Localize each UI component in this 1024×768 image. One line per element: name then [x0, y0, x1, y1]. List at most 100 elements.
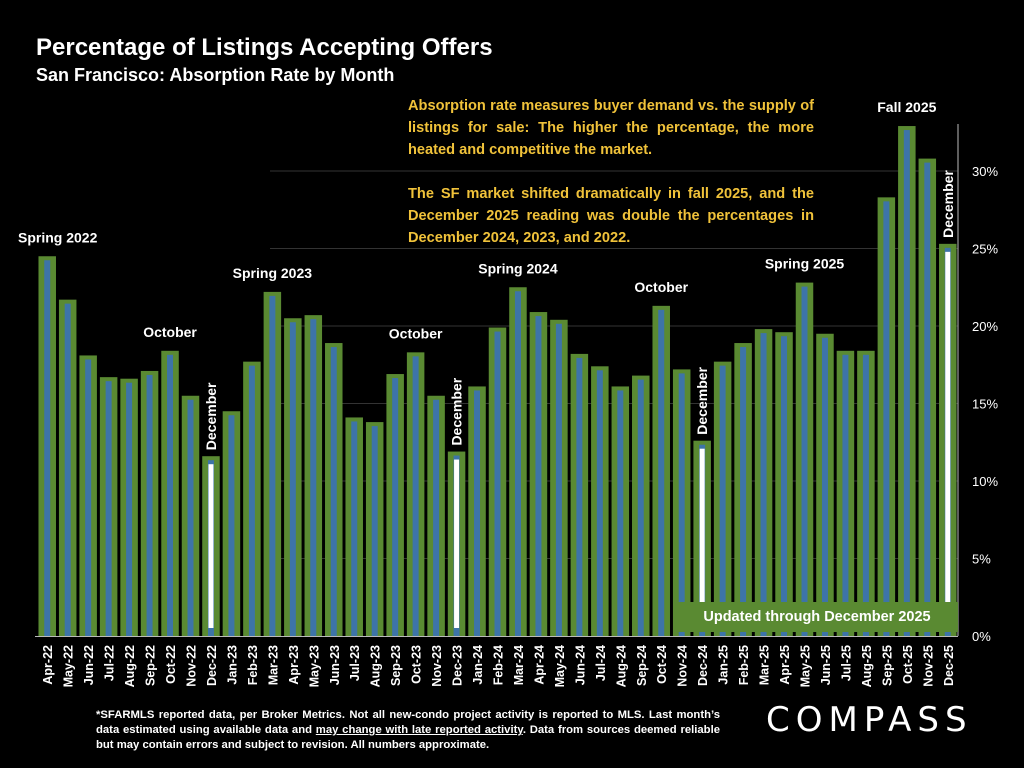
- compass-logo: COMPASS: [766, 700, 973, 740]
- x-tick-label: Jul-23: [348, 645, 362, 681]
- bar-inner: [760, 333, 767, 636]
- footnote-underlined-text: may change with late reported activity: [315, 724, 523, 736]
- bar-annotation: October: [143, 324, 197, 340]
- x-tick-label: Jun-25: [819, 645, 833, 685]
- x-tick-label: Jul-22: [103, 645, 117, 681]
- x-tick-label: Aug-23: [369, 645, 383, 687]
- y-tick-label: 25%: [972, 242, 998, 257]
- bar-annotation: October: [389, 325, 443, 341]
- december-label: December: [694, 366, 710, 434]
- bar-inner: [187, 399, 194, 636]
- bar-inner: [392, 378, 399, 636]
- y-tick-label: 5%: [972, 552, 991, 567]
- x-tick-label: May-24: [553, 645, 567, 687]
- bar-inner: [44, 260, 51, 636]
- bar-inner: [310, 319, 317, 636]
- x-tick-label: Sep-24: [635, 645, 649, 686]
- x-tick-label: Feb-23: [246, 645, 260, 685]
- bar-inner: [494, 331, 501, 636]
- bar-inner: [658, 309, 665, 636]
- bar-inner: [248, 365, 255, 636]
- x-tick-label: Oct-22: [164, 645, 178, 684]
- x-tick-label: Nov-24: [676, 645, 690, 687]
- bar-annotation: Spring 2022: [18, 229, 98, 245]
- x-tick-label: Mar-25: [758, 645, 772, 685]
- bar-annotation: Fall 2025: [877, 99, 936, 115]
- x-tick-label: Apr-24: [532, 645, 546, 685]
- x-tick-label: Feb-25: [737, 645, 751, 685]
- x-tick-label: Jul-24: [594, 645, 608, 681]
- bar-inner: [126, 382, 133, 636]
- december-marker-line: [208, 464, 214, 628]
- x-tick-label: Dec-24: [696, 645, 710, 686]
- bar-inner: [371, 426, 378, 636]
- bar-inner: [514, 291, 521, 636]
- y-tick-label: 10%: [972, 474, 998, 489]
- x-tick-label: Jun-22: [82, 645, 96, 685]
- bar-inner: [433, 399, 440, 636]
- december-label: December: [203, 382, 219, 450]
- chart-title: Percentage of Listings Accepting Offers: [36, 34, 493, 61]
- bar-inner: [842, 354, 849, 636]
- bar-inner: [719, 365, 726, 636]
- bar-inner: [903, 130, 910, 637]
- x-tick-label: Apr-23: [287, 645, 301, 685]
- updated-badge: Updated through December 2025: [676, 602, 958, 632]
- x-tick-label: Oct-24: [655, 645, 669, 684]
- december-label: December: [449, 377, 465, 445]
- x-tick-label: Sep-25: [880, 645, 894, 686]
- x-tick-label: Apr-25: [778, 645, 792, 685]
- y-tick-label: 30%: [972, 164, 998, 179]
- bar-inner: [535, 316, 542, 636]
- y-tick-label: 0%: [972, 629, 991, 644]
- x-tick-label: Nov-25: [921, 645, 935, 687]
- x-tick-label: May-25: [799, 645, 813, 687]
- bar-inner: [105, 381, 112, 636]
- bar-inner: [576, 357, 583, 636]
- bar-annotation: Spring 2024: [478, 260, 558, 276]
- footnote: *SFARMLS reported data, per Broker Metri…: [96, 708, 720, 753]
- bar-inner: [330, 347, 337, 636]
- bar-inner: [289, 322, 296, 636]
- bar-annotation: Spring 2023: [233, 265, 313, 281]
- x-tick-label: Jun-23: [328, 645, 342, 685]
- annotation-definition: Absorption rate measures buyer demand vs…: [408, 98, 814, 158]
- x-tick-label: Nov-22: [185, 645, 199, 687]
- x-tick-label: May-22: [62, 645, 76, 687]
- bar-inner: [555, 323, 562, 636]
- bar-inner: [801, 286, 808, 636]
- x-tick-label: Jan-25: [717, 645, 731, 685]
- annotation-market-shift: The SF market shifted dramatically in fa…: [408, 186, 814, 246]
- x-tick-label: Aug-24: [614, 645, 628, 687]
- x-tick-label: Feb-24: [492, 645, 506, 685]
- x-tick-label: Jan-23: [225, 645, 239, 685]
- bar-inner: [924, 162, 931, 636]
- bar-inner: [596, 370, 603, 636]
- x-tick-label: Sep-22: [144, 645, 158, 686]
- footnote-text-1: *SFARMLS reported data, per Broker Metri…: [96, 709, 720, 736]
- y-tick-label: 20%: [972, 319, 998, 334]
- footnote-text-2: . Data from sources deemed reliable but …: [96, 724, 721, 751]
- bar-inner: [64, 303, 71, 636]
- december-marker-line: [454, 459, 460, 628]
- x-tick-label: Jun-24: [573, 645, 587, 685]
- bar-inner: [781, 336, 788, 636]
- bar-inner: [146, 374, 153, 636]
- bar-inner: [474, 390, 481, 636]
- x-tick-label: Jan-24: [471, 645, 485, 685]
- bar-inner: [351, 421, 358, 636]
- bar-inner: [637, 379, 644, 636]
- x-tick-label: Apr-22: [41, 645, 55, 685]
- bar-inner: [883, 201, 890, 636]
- bar-inner: [412, 356, 419, 636]
- bar-inner: [678, 373, 685, 636]
- chart-subtitle: San Francisco: Absorption Rate by Month: [36, 65, 395, 85]
- bar-inner: [617, 390, 624, 636]
- bar-inner: [740, 347, 747, 636]
- december-marker-line: [699, 448, 705, 628]
- x-tick-label: Nov-23: [430, 645, 444, 687]
- x-tick-label: Aug-22: [123, 645, 137, 687]
- december-label: December: [940, 170, 956, 238]
- y-tick-label: 15%: [972, 397, 998, 412]
